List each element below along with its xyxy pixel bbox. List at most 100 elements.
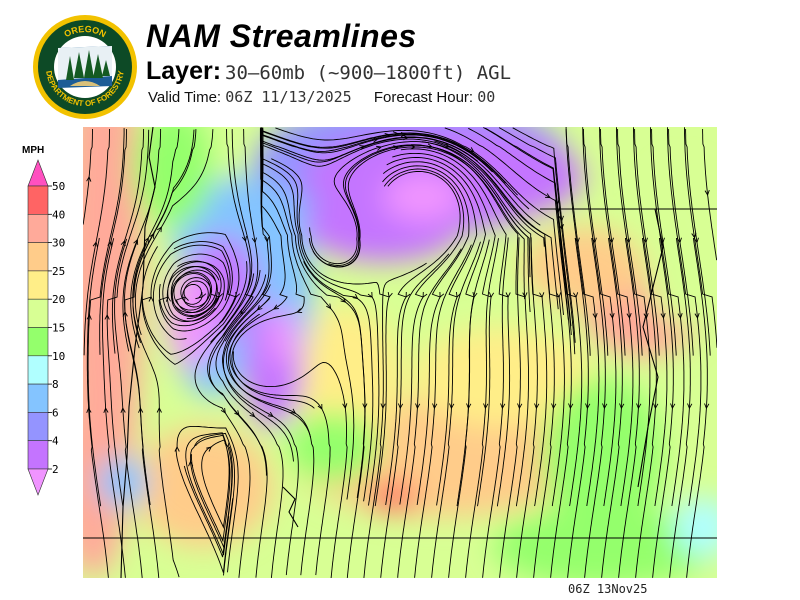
colorbar-tick-label: 20 bbox=[52, 293, 65, 306]
streamline-arrowhead bbox=[574, 237, 580, 244]
streamline bbox=[667, 127, 702, 507]
colorbar-swatch bbox=[27, 298, 49, 328]
streamline-arrowhead bbox=[251, 237, 257, 244]
wind-speed-region bbox=[133, 427, 273, 547]
streamline-arrowhead bbox=[483, 403, 489, 410]
streamline-arrowhead bbox=[500, 403, 506, 410]
streamline-arrowhead bbox=[267, 411, 274, 417]
streamline-arrowhead bbox=[352, 293, 359, 300]
streamline-arrowhead bbox=[372, 137, 379, 143]
valid-time-label: Valid Time: bbox=[148, 89, 222, 106]
streamline-arrowhead bbox=[234, 410, 240, 416]
streamline bbox=[275, 127, 564, 315]
layer-info: Layer: 30–60mb (~900–1800ft) AGL bbox=[146, 57, 511, 86]
svg-text:OREGON: OREGON bbox=[62, 24, 107, 39]
streamline-arrowhead bbox=[201, 291, 207, 298]
forecast-hour-label: Forecast Hour: bbox=[373, 89, 474, 106]
streamline-arrowhead bbox=[544, 193, 551, 199]
streamline-arrowhead bbox=[517, 403, 523, 410]
streamline-arrowhead bbox=[367, 291, 373, 298]
streamline bbox=[225, 297, 315, 576]
streamline-arrowhead bbox=[439, 291, 445, 298]
layer-label: Layer: bbox=[146, 57, 222, 85]
streamline-arrowhead bbox=[691, 232, 697, 239]
colorbar-tick-label: 2 bbox=[52, 463, 59, 476]
streamline-arrowhead bbox=[415, 403, 421, 410]
streamline-arrowhead bbox=[643, 313, 649, 319]
streamline-arrowhead bbox=[206, 446, 212, 452]
streamline-arrowhead bbox=[138, 407, 144, 413]
streamline-arrowhead bbox=[677, 313, 683, 319]
streamline-arrowhead bbox=[704, 403, 710, 410]
streamline-arrowhead bbox=[317, 403, 323, 410]
streamline-arrowhead bbox=[505, 292, 511, 299]
streamline bbox=[209, 129, 267, 476]
colorbar-tick-label: 25 bbox=[52, 265, 65, 278]
streamline-arrowhead bbox=[235, 291, 241, 298]
streamline-arrowhead bbox=[86, 313, 92, 320]
streamline-arrowhead bbox=[422, 291, 428, 298]
wind-speed-region bbox=[98, 457, 148, 507]
streamline-arrowhead bbox=[449, 403, 455, 410]
streamline-arrowhead bbox=[220, 407, 226, 414]
colorbar-tick-label: 10 bbox=[52, 350, 65, 363]
forecast-hour-value: 00 bbox=[477, 88, 496, 106]
streamline-arrowhead bbox=[687, 403, 693, 410]
colorbar-min-arrow bbox=[27, 468, 49, 496]
colorbar-legend: 50 40 30 25 20 15 10 8 6 4 2 bbox=[27, 159, 65, 496]
streamline-arrowhead bbox=[165, 295, 171, 302]
streamline-arrowhead bbox=[249, 411, 256, 418]
page-title: NAM Streamlines bbox=[146, 18, 417, 54]
colorbar-swatch bbox=[27, 242, 49, 272]
streamline-arrowhead bbox=[397, 403, 404, 410]
streamline-arrowhead bbox=[290, 408, 297, 414]
streamline-arrowhead bbox=[380, 403, 386, 410]
colorbar-max-arrow bbox=[27, 159, 49, 187]
streamline-arrowhead bbox=[149, 232, 155, 239]
streamline-arrowhead bbox=[264, 236, 270, 243]
streamline-arrowhead bbox=[174, 445, 180, 452]
colorbar-swatch bbox=[27, 412, 49, 441]
streamline bbox=[106, 129, 150, 507]
streamline bbox=[565, 127, 600, 507]
streamline bbox=[582, 127, 617, 507]
colorbar-swatch bbox=[27, 440, 49, 470]
streamline-arrowhead bbox=[400, 131, 407, 138]
streamline-arrowhead bbox=[107, 240, 113, 247]
streamline bbox=[222, 284, 299, 576]
streamline-arrowhead bbox=[488, 292, 495, 299]
model-run-stamp: 06Z 13Nov25 bbox=[568, 582, 648, 596]
streamline-arrowhead bbox=[704, 189, 710, 196]
colorbar-tick-label: 4 bbox=[52, 435, 59, 448]
colorbar-swatch bbox=[27, 270, 49, 300]
colorbar-units: MPH bbox=[22, 145, 45, 156]
colorbar-tick-label: 8 bbox=[52, 378, 59, 391]
colorbar-swatch bbox=[27, 213, 49, 243]
wind-speed-region bbox=[133, 127, 213, 227]
streamline bbox=[87, 128, 125, 507]
streamline-arrowhead bbox=[636, 403, 642, 410]
colorbar-swatch bbox=[27, 185, 49, 215]
layer-value: 30–60mb (~900–1800ft) AGL bbox=[225, 62, 512, 84]
streamline-arrowhead bbox=[626, 313, 632, 319]
wind-streamline-map bbox=[83, 127, 717, 578]
streamline-arrowhead bbox=[619, 403, 625, 410]
streamline-arrowhead bbox=[660, 313, 666, 319]
streamline-arrowhead bbox=[133, 238, 139, 245]
streamline-arrowhead bbox=[573, 292, 579, 299]
wind-speed-region bbox=[268, 307, 298, 367]
streamline-arrowhead bbox=[592, 313, 598, 319]
colorbar-swatch bbox=[27, 383, 49, 413]
streamline bbox=[261, 128, 530, 210]
wind-speed-region bbox=[288, 412, 378, 482]
streamline-arrowhead bbox=[568, 403, 574, 410]
streamline-arrowhead bbox=[444, 142, 451, 148]
streamline-arrowhead bbox=[405, 291, 411, 298]
streamline-arrowhead bbox=[558, 215, 564, 222]
streamline-arrowhead bbox=[609, 313, 615, 319]
streamline bbox=[498, 127, 576, 343]
colorbar-tick-label: 6 bbox=[52, 406, 59, 419]
streamline bbox=[260, 127, 541, 226]
streamline-arrowhead bbox=[556, 292, 562, 299]
streamline-arrowhead bbox=[694, 313, 700, 319]
